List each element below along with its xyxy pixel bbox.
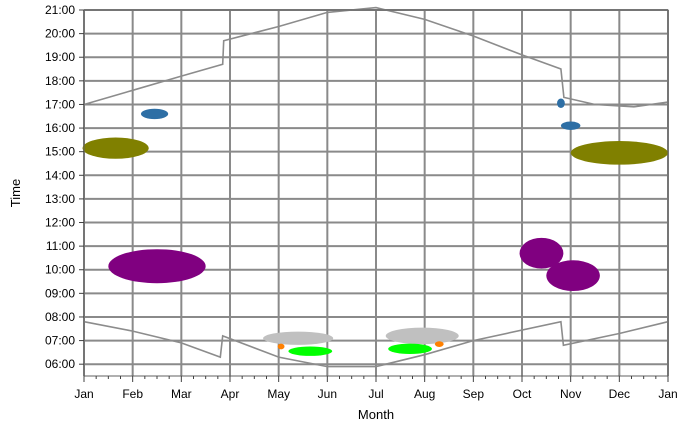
data-blobs <box>82 98 668 356</box>
reference-curves <box>83 6 669 368</box>
y-tick-label: 07:00 <box>45 334 75 348</box>
data-blob <box>385 327 459 345</box>
y-tick-label: 15:00 <box>45 145 75 159</box>
x-tick-labels: Jan Feb Mar Apr May Jun Jul Aug Sep Oct Nov Dec Jan <box>74 387 677 401</box>
data-blob <box>277 343 285 350</box>
y-tick-label: 17:00 <box>45 97 75 111</box>
data-blob <box>546 260 600 291</box>
reference-curve <box>83 320 669 368</box>
x-tick-label: Feb <box>122 387 143 401</box>
y-tick-label: 06:00 <box>45 357 75 371</box>
data-blob <box>288 346 333 356</box>
y-tick-label: 20:00 <box>45 27 75 41</box>
x-tick-label: Jun <box>318 387 337 401</box>
x-tick-label: Jan <box>658 387 677 401</box>
y-tick-label: 11:00 <box>46 239 75 253</box>
x-tick-label: Sep <box>463 387 485 401</box>
y-tick-label: 21:00 <box>45 3 75 17</box>
data-blob <box>82 137 149 159</box>
x-tick-label: Jul <box>368 387 383 401</box>
reference-curve <box>83 6 669 108</box>
x-tick-label: Nov <box>560 387 581 401</box>
y-tick-label: 18:00 <box>45 74 75 88</box>
x-tick-label: Aug <box>414 387 435 401</box>
data-blob <box>560 121 581 130</box>
y-tick-label: 13:00 <box>45 192 75 206</box>
x-tick-label: May <box>267 387 290 401</box>
x-tick-label: Apr <box>221 387 240 401</box>
x-tick-label: Oct <box>513 387 532 401</box>
y-tick-labels: 06:00 07:00 08:00 09:00 10:00 11:00 12:00 13:00… <box>45 3 75 371</box>
x-tick-label: Jan <box>74 387 93 401</box>
y-tick-label: 12:00 <box>45 216 75 230</box>
data-blob <box>263 331 334 345</box>
x-axis-title: Month <box>358 407 394 422</box>
y-tick-label: 10:00 <box>45 263 75 277</box>
x-tick-label: Mar <box>171 387 192 401</box>
data-blob <box>140 108 169 120</box>
y-tick-label: 16:00 <box>45 121 75 135</box>
y-tick-label: 14:00 <box>45 168 75 182</box>
data-blob <box>388 343 432 355</box>
y-tick-label: 08:00 <box>45 310 75 324</box>
tick-marks <box>79 9 669 382</box>
x-tick-label: Dec <box>609 387 630 401</box>
y-axis-title: Time <box>8 179 23 207</box>
data-blob <box>519 237 564 269</box>
y-tick-label: 19:00 <box>45 50 75 64</box>
data-blob <box>108 249 206 284</box>
y-tick-label: 09:00 <box>45 286 75 300</box>
data-blob <box>557 98 565 108</box>
data-blob <box>570 141 668 165</box>
data-blob <box>434 341 444 347</box>
grid <box>83 9 669 376</box>
